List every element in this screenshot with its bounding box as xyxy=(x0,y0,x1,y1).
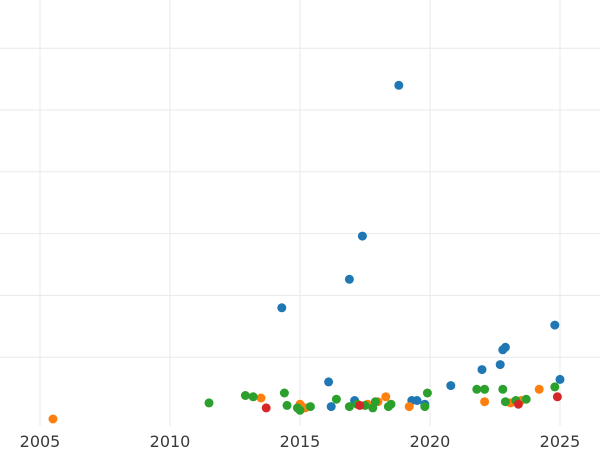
data-point xyxy=(381,392,391,402)
x-tick-label: 2020 xyxy=(410,432,451,450)
data-point xyxy=(472,384,482,394)
data-point xyxy=(534,384,544,394)
data-points xyxy=(48,80,565,424)
data-point xyxy=(324,377,334,387)
data-point xyxy=(326,402,336,412)
data-point xyxy=(344,402,354,412)
data-point xyxy=(521,394,531,404)
data-point xyxy=(495,360,505,370)
data-point xyxy=(500,342,510,352)
data-point xyxy=(295,405,305,415)
data-point xyxy=(477,365,487,375)
data-point xyxy=(261,403,271,413)
x-tick-label: 2025 xyxy=(540,432,581,450)
data-point xyxy=(248,392,258,402)
data-point xyxy=(355,400,365,410)
data-point xyxy=(279,388,289,398)
data-point xyxy=(240,391,250,400)
data-point xyxy=(277,303,287,313)
data-point xyxy=(552,392,562,402)
data-point xyxy=(282,400,292,410)
data-point xyxy=(550,320,560,330)
data-point xyxy=(480,384,490,394)
data-point xyxy=(305,402,315,412)
data-point xyxy=(550,382,560,392)
data-point xyxy=(357,231,367,241)
x-tick-label: 2010 xyxy=(150,432,191,450)
data-point xyxy=(404,402,414,412)
data-point xyxy=(555,374,565,384)
data-point xyxy=(394,80,404,90)
data-point xyxy=(331,394,341,404)
data-point xyxy=(204,398,214,408)
data-point xyxy=(498,384,508,394)
grid xyxy=(0,0,600,426)
data-point xyxy=(422,388,432,398)
data-point xyxy=(412,396,422,405)
data-point xyxy=(370,397,380,407)
data-point xyxy=(420,402,430,412)
data-point xyxy=(344,274,354,284)
data-point xyxy=(48,414,58,424)
data-point xyxy=(500,397,510,407)
data-point xyxy=(256,393,266,403)
x-tick-label: 2015 xyxy=(280,432,321,450)
x-tick-label: 2005 xyxy=(20,432,61,450)
data-point xyxy=(513,399,523,409)
data-point xyxy=(446,381,456,391)
data-point xyxy=(480,397,490,407)
data-point xyxy=(386,399,396,409)
x-axis-ticks: 2005 2010 2015 2020 2025 xyxy=(20,432,581,450)
